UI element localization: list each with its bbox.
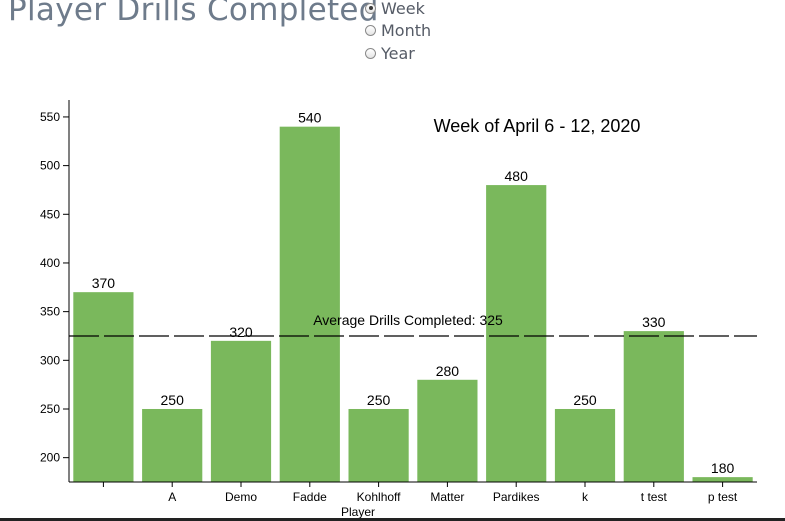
x-tick-label: p test xyxy=(708,490,738,504)
y-tick-label: 200 xyxy=(40,451,60,465)
bar-value-label: 280 xyxy=(436,363,460,379)
x-tick-label: Kohlhoff xyxy=(357,490,401,504)
period-option-week[interactable]: Week xyxy=(365,0,431,20)
x-axis: A Demo Fadde Kohlhoff Matter Pardikes k t test p… xyxy=(69,481,757,504)
y-tick-label: 400 xyxy=(40,256,60,270)
bar-value-label: 370 xyxy=(92,275,116,291)
y-tick-label: 450 xyxy=(40,207,60,221)
y-axis: 200 250 300 350 400 450 500 550 xyxy=(40,100,70,482)
x-tick-label: Demo xyxy=(225,490,257,504)
bar-value-label: 250 xyxy=(161,392,185,408)
x-tick-label: k xyxy=(582,490,589,504)
week-label[interactable]: Week xyxy=(381,0,425,18)
year-label[interactable]: Year xyxy=(381,43,415,63)
period-option-year[interactable]: Year xyxy=(365,42,431,65)
bar-value-label: 320 xyxy=(229,324,253,340)
month-radio-button[interactable] xyxy=(365,25,376,37)
y-tick-label: 350 xyxy=(40,305,60,319)
bar xyxy=(142,408,203,482)
bar xyxy=(486,185,547,482)
year-radio-button[interactable] xyxy=(365,47,376,59)
bar-value-label: 180 xyxy=(711,460,735,476)
y-tick-label: 550 xyxy=(40,110,60,124)
bar xyxy=(73,292,134,482)
bar xyxy=(692,477,753,482)
period-selector: Week Month Year xyxy=(365,0,431,65)
bar xyxy=(554,408,616,482)
average-line-label: Average Drills Completed: 325 xyxy=(313,312,503,328)
bar xyxy=(348,408,409,482)
month-label[interactable]: Month xyxy=(381,21,432,41)
bar-value-label: 480 xyxy=(505,168,529,184)
bar-series: 370 250 320 540 250 280 480 250 330 180 xyxy=(73,110,753,483)
bar xyxy=(623,331,684,482)
x-tick-label: t test xyxy=(641,490,668,504)
y-tick-label: 500 xyxy=(40,159,60,173)
x-tick-label: Matter xyxy=(430,490,464,504)
x-tick-label: Pardikes xyxy=(493,490,540,504)
bar-value-label: 250 xyxy=(367,392,391,408)
bar xyxy=(210,340,272,482)
bar xyxy=(417,379,478,482)
chart-title: Week of April 6 - 12, 2020 xyxy=(434,116,641,136)
average-line-group: Average Drills Completed: 325 xyxy=(69,312,757,337)
bar-value-label: 540 xyxy=(298,110,322,126)
x-tick-label: A xyxy=(168,490,176,504)
bottom-border xyxy=(0,518,785,521)
bar-value-label: 250 xyxy=(573,392,597,408)
week-radio-button[interactable] xyxy=(365,2,376,14)
y-tick-label: 300 xyxy=(40,353,60,367)
bar-value-label: 330 xyxy=(642,314,666,330)
bar xyxy=(279,126,340,483)
page-title: Player Drills Completed xyxy=(8,0,379,28)
x-tick-label: Fadde xyxy=(293,490,327,504)
period-option-month[interactable]: Month xyxy=(365,20,431,43)
y-tick-label: 250 xyxy=(40,402,60,416)
x-axis-label: Player xyxy=(341,505,375,519)
